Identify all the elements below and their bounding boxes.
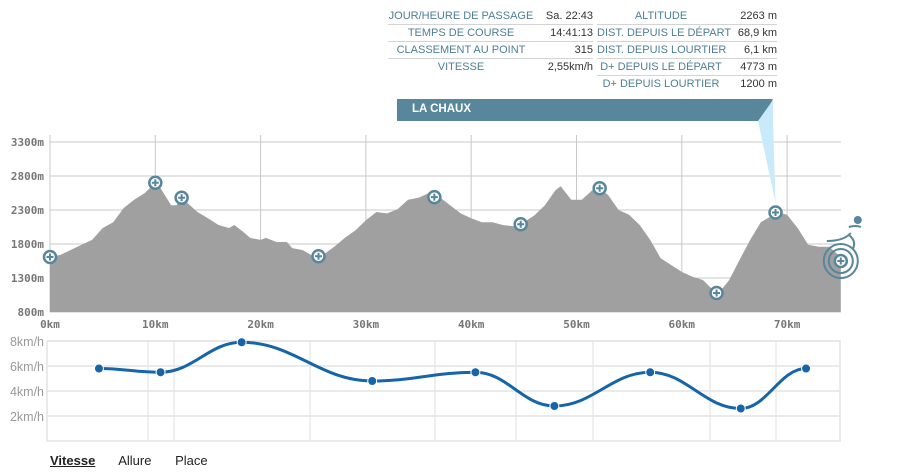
speed-point — [155, 367, 166, 378]
plus-icon — [430, 193, 438, 201]
y-tick-label: 2800m — [11, 170, 44, 183]
info-label: VITESSE — [437, 61, 485, 73]
x-tick-label: 30km — [353, 318, 380, 331]
elevation-area — [50, 182, 841, 312]
plus-icon — [517, 220, 525, 228]
passage-row: CLASSEMENT AU POINT 315 — [388, 42, 593, 59]
plus-icon — [315, 252, 323, 260]
speed-line — [98, 340, 807, 411]
y-tick-label: 2300m — [11, 204, 44, 217]
info-value: Sa. 22:43 — [545, 10, 593, 22]
y-tick-label: 800m — [18, 306, 45, 319]
checkpoint-marker[interactable] — [513, 217, 528, 232]
x-tick-label: 0km — [40, 318, 60, 331]
tab-allure[interactable]: Allure — [118, 453, 152, 468]
info-value: 2,55km/h — [547, 61, 593, 73]
checkpoint-info-table: ALTITUDE 2263 m DIST. DEPUIS LE DÉPART 68,9… — [597, 8, 777, 92]
info-value: 315 — [574, 44, 593, 56]
x-tick-label: 60km — [669, 318, 696, 331]
speed-point — [367, 376, 378, 386]
speed-point — [645, 367, 656, 378]
x-tick-label: 40km — [458, 318, 485, 331]
speed-point — [470, 367, 481, 378]
info-value: 68,9 km — [737, 27, 777, 39]
plus-icon — [713, 289, 721, 297]
speed-point — [735, 403, 746, 414]
info-value: 6,1 km — [743, 44, 777, 56]
y-tick-label: 6km/h — [10, 360, 44, 374]
info-label: JOUR/HEURE DE PASSAGE — [388, 10, 534, 22]
x-tick-label: 20km — [247, 318, 274, 331]
y-tick-label: 1800m — [11, 238, 44, 251]
callout-pointer — [758, 100, 776, 203]
runner-head-icon — [853, 216, 862, 224]
info-label: D+ DEPUIS LE DÉPART — [600, 61, 722, 73]
checkpoint-marker[interactable] — [768, 205, 783, 220]
target-ring-icon — [827, 248, 854, 274]
info-value: 2263 m — [740, 10, 777, 22]
checkpoint-marker[interactable] — [148, 175, 163, 191]
checkpoint-marker[interactable] — [592, 180, 607, 196]
plus-icon — [178, 194, 186, 202]
checkpoint-name-banner: LA CHAUX — [397, 99, 773, 121]
checkpoint-row: DIST. DEPUIS LE DÉPART 68,9 km — [597, 25, 777, 42]
y-tick-label: 1300m — [11, 272, 44, 285]
plus-icon — [596, 184, 604, 192]
plus-icon — [837, 257, 845, 265]
plus-icon — [772, 209, 780, 217]
passage-row: JOUR/HEURE DE PASSAGE Sa. 22:43 — [388, 8, 593, 25]
y-tick-label: 4km/h — [10, 385, 44, 399]
tab-place[interactable]: Place — [175, 453, 208, 468]
x-tick-label: 70km — [774, 318, 801, 331]
checkpoint-row: ALTITUDE 2263 m — [597, 8, 777, 25]
y-tick-label: 3300m — [11, 136, 44, 149]
info-label: CLASSEMENT AU POINT — [396, 44, 526, 56]
speed-point — [236, 337, 247, 348]
target-ring-icon — [822, 243, 859, 279]
speed-point — [93, 363, 104, 374]
y-tick-label: 8km/h — [10, 335, 44, 349]
checkpoint-marker[interactable] — [427, 189, 442, 205]
runner-icon — [826, 225, 862, 250]
info-label: TEMPS DE COURSE — [407, 27, 515, 39]
info-label: D+ DEPUIS LOURTIER — [602, 78, 720, 90]
finish-marker[interactable] — [822, 216, 862, 279]
y-tick-label: 2km/h — [10, 410, 44, 424]
plus-icon — [46, 253, 54, 261]
checkpoint-row: DIST. DEPUIS LOURTIER 6,1 km — [597, 42, 777, 59]
info-label: DIST. DEPUIS LE DÉPART — [597, 27, 732, 39]
passage-info-table: JOUR/HEURE DE PASSAGE Sa. 22:43 TEMPS DE C… — [388, 8, 593, 75]
speed-point — [549, 401, 560, 411]
x-tick-label: 50km — [563, 318, 590, 331]
checkpoint-row: D+ DEPUIS LE DÉPART 4773 m — [597, 59, 777, 76]
speed-point — [801, 363, 812, 374]
passage-row: TEMPS DE COURSE 14:41:13 — [388, 25, 593, 42]
x-tick-label: 10km — [142, 318, 169, 331]
info-value: 1200 m — [740, 78, 777, 90]
checkpoint-row: D+ DEPUIS LOURTIER 1200 m — [597, 76, 777, 92]
tab-vitesse[interactable]: Vitesse — [50, 453, 96, 468]
info-value: 14:41:13 — [550, 27, 593, 39]
checkpoint-marker[interactable] — [174, 190, 189, 206]
info-label: ALTITUDE — [634, 10, 688, 22]
info-value: 4773 m — [740, 61, 777, 73]
checkpoint-marker[interactable] — [42, 249, 58, 265]
chart-tabs: Vitesse Allure Place — [50, 453, 228, 468]
info-label: DIST. DEPUIS LOURTIER — [597, 44, 727, 56]
passage-row: VITESSE 2,55km/h — [388, 59, 593, 75]
checkpoint-marker[interactable] — [709, 285, 724, 301]
checkpoint-marker[interactable] — [311, 248, 326, 264]
plus-icon — [151, 179, 159, 187]
